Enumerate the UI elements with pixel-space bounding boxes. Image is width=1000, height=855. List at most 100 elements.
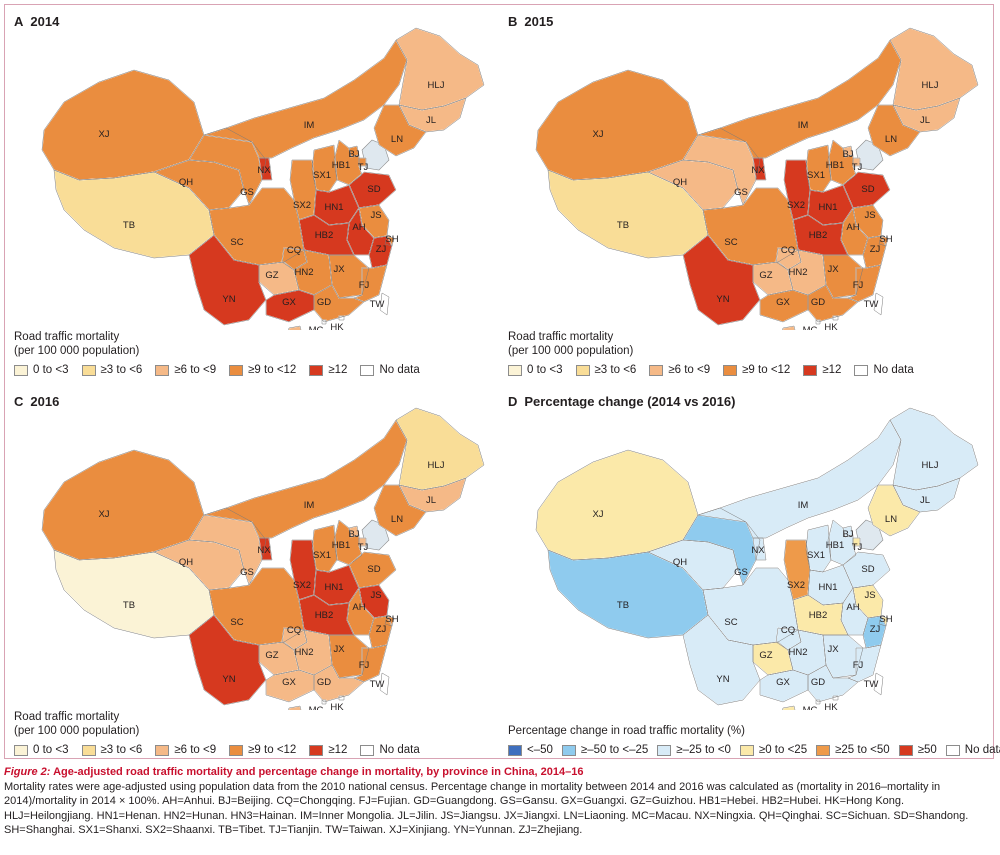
province-hlj bbox=[395, 407, 485, 491]
legend-swatch bbox=[360, 744, 375, 756]
figure-caption: Figure 2: Age-adjusted road traffic mort… bbox=[4, 765, 994, 838]
province-label-fj: FJ bbox=[853, 280, 864, 291]
legend-item: ≥6 to <9 bbox=[649, 364, 710, 376]
province-label-gx: GX bbox=[282, 297, 296, 308]
province-outline-hn3 bbox=[782, 325, 796, 330]
province-label-gz: GZ bbox=[759, 270, 772, 281]
province-outline-hb1 bbox=[827, 139, 857, 186]
province-label-zj: ZJ bbox=[376, 624, 387, 635]
legend-label: ≥0 to <25 bbox=[758, 744, 808, 756]
province-label-hn2: HN2 bbox=[294, 267, 313, 278]
province-label-im: IM bbox=[304, 500, 315, 511]
province-label-bj: BJ bbox=[842, 529, 853, 540]
legend-label: ≥–25 to <0 bbox=[676, 744, 731, 756]
province-label-sx2: SX2 bbox=[787, 580, 805, 591]
province-hlj bbox=[889, 27, 979, 111]
province-hlj bbox=[395, 27, 485, 111]
province-label-nx: NX bbox=[751, 165, 765, 176]
province-outline-hlj bbox=[889, 27, 979, 111]
province-label-im: IM bbox=[304, 120, 315, 131]
legend-item: ≥–25 to <0 bbox=[657, 744, 731, 756]
province-label-xj: XJ bbox=[98, 509, 109, 520]
legend-swatch bbox=[739, 744, 754, 756]
legend-label: ≥3 to <6 bbox=[594, 364, 637, 376]
legend-item: <–50 bbox=[508, 744, 553, 756]
province-label-sc: SC bbox=[230, 237, 243, 248]
province-label-ah: AH bbox=[846, 222, 859, 233]
province-label-sx2: SX2 bbox=[293, 200, 311, 211]
legend-label: 0 to <3 bbox=[33, 744, 69, 756]
province-label-js: JS bbox=[370, 210, 381, 221]
legend-item: ≥–50 to <–25 bbox=[561, 744, 649, 756]
legend-item: ≥3 to <6 bbox=[81, 364, 142, 376]
legend-label: ≥–50 to <–25 bbox=[580, 744, 649, 756]
province-label-sc: SC bbox=[724, 237, 737, 248]
province-label-hn2: HN2 bbox=[788, 647, 807, 658]
province-outline-hk bbox=[338, 695, 345, 701]
legend-title: Percentage change in road traffic mortal… bbox=[508, 725, 745, 737]
province-label-sx2: SX2 bbox=[293, 580, 311, 591]
province-outline-hb1 bbox=[827, 519, 857, 566]
province-label-mc: MC bbox=[309, 325, 324, 330]
legend-swatch bbox=[14, 744, 28, 756]
province-label-sx1: SX1 bbox=[313, 170, 331, 181]
legend-item: 0 to <3 bbox=[14, 744, 69, 756]
province-label-js: JS bbox=[370, 590, 381, 601]
legend-swatch bbox=[155, 744, 170, 756]
legend-swatch bbox=[816, 744, 831, 756]
province-outline-fj bbox=[353, 644, 388, 683]
legend-item: 0 to <3 bbox=[14, 364, 69, 376]
legend-item: 0 to <3 bbox=[508, 364, 563, 376]
province-label-sx2: SX2 bbox=[787, 200, 805, 211]
province-outline-im bbox=[203, 419, 408, 539]
province-label-gs: GS bbox=[734, 187, 748, 198]
province-label-sx1: SX1 bbox=[807, 550, 825, 561]
province-outline-hk bbox=[832, 695, 839, 701]
province-label-js: JS bbox=[864, 590, 875, 601]
province-label-hb2: HB2 bbox=[315, 230, 333, 241]
province-label-gd: GD bbox=[811, 677, 825, 688]
legend-swatch bbox=[649, 364, 664, 376]
legend-swatch bbox=[803, 364, 818, 376]
province-label-sd: SD bbox=[861, 184, 874, 195]
legend-label: ≥6 to <9 bbox=[174, 364, 217, 376]
province-label-sx1: SX1 bbox=[807, 170, 825, 181]
province-outline-gd bbox=[313, 284, 365, 323]
panel-title: A 2014 bbox=[14, 14, 60, 29]
legend-swatch bbox=[229, 744, 244, 756]
province-outline-hb1 bbox=[333, 139, 363, 186]
province-label-mc: MC bbox=[309, 705, 324, 710]
province-label-zj: ZJ bbox=[870, 624, 881, 635]
province-label-nx: NX bbox=[257, 165, 271, 176]
legend-swatch bbox=[561, 744, 576, 756]
province-outline-mc bbox=[321, 319, 327, 325]
province-label-gz: GZ bbox=[265, 650, 278, 661]
province-outline-gd bbox=[313, 664, 365, 703]
legend-item: No data bbox=[945, 744, 1000, 756]
province-label-hb1: HB1 bbox=[826, 540, 844, 551]
legend-label: ≥12 bbox=[328, 744, 348, 756]
province-label-tj: TJ bbox=[852, 162, 863, 173]
province-label-ln: LN bbox=[885, 514, 897, 525]
caption-body: Mortality rates were age-adjusted using … bbox=[4, 780, 969, 837]
province-label-cq: CQ bbox=[781, 625, 795, 636]
map-panel-2015: B 2015 XJ TB QH GS NX IM HLJ JL LN BJ TJ HB1 SX1 SX2 SD… bbox=[498, 10, 988, 390]
legend-swatch bbox=[945, 744, 960, 756]
legend-label: ≥50 bbox=[917, 744, 937, 756]
province-label-xj: XJ bbox=[592, 129, 603, 140]
province-label-im: IM bbox=[798, 500, 809, 511]
legend-label: ≥6 to <9 bbox=[174, 744, 217, 756]
province-label-hlj: HLJ bbox=[428, 460, 445, 471]
province-label-jl: JL bbox=[426, 115, 436, 126]
legend-item: No data bbox=[360, 364, 420, 376]
legend-label: 0 to <3 bbox=[527, 364, 563, 376]
legend-item: ≥3 to <6 bbox=[81, 744, 142, 756]
legend-swatch bbox=[898, 744, 913, 756]
province-label-xj: XJ bbox=[592, 509, 603, 520]
province-label-hk: HK bbox=[330, 702, 344, 710]
legend-swatch bbox=[81, 744, 96, 756]
province-label-hlj: HLJ bbox=[428, 80, 445, 91]
legend-swatch bbox=[229, 364, 244, 376]
province-label-jx: JX bbox=[333, 264, 345, 275]
